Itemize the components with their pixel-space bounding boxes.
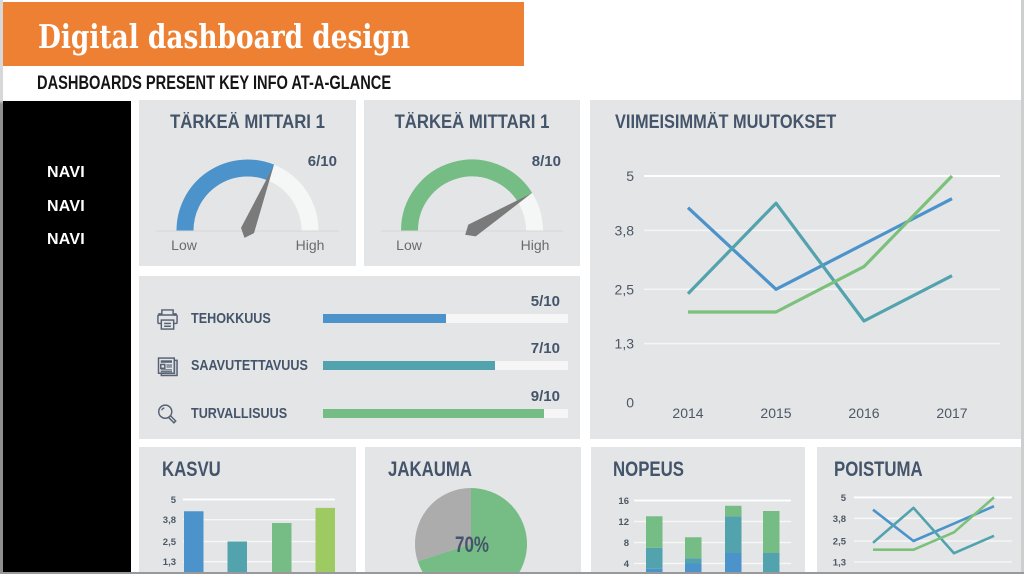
gauge-1-low-label: Low [171, 237, 197, 253]
svg-text:16: 16 [618, 496, 629, 507]
panel-bar-chart: KASVU 5 3,8 2,5 1,3 [139, 447, 356, 574]
gauge-1-title: TÄRKEÄ MITTARI 1 [170, 112, 325, 133]
progress-fill-1 [323, 314, 446, 323]
svg-text:1,3: 1,3 [163, 557, 176, 568]
newspaper-icon [154, 353, 181, 380]
svg-text:2016: 2016 [848, 405, 879, 421]
svg-text:3,8: 3,8 [163, 515, 176, 526]
pie-percentage-label: 70% [455, 532, 489, 557]
sidebar: NAVI NAVI NAVI [2, 101, 131, 572]
gauge-1-high-label: High [295, 237, 325, 253]
panel-kpi-progress: TEHOKKUUS 5/10 SAAVUTETTAVUUS 7/10 [139, 276, 580, 439]
svg-text:2,5: 2,5 [833, 536, 847, 547]
mini-line-chart: 5 3,8 2,5 1,3 [833, 493, 1012, 568]
svg-text:2,5: 2,5 [163, 537, 177, 548]
page-subtitle: DASHBOARDS PRESENT KEY INFO AT-A-GLANCE [37, 73, 392, 94]
progress-label-2: SAAVUTETTAVUUS [191, 357, 308, 374]
progress-fill-2 [323, 361, 495, 370]
window-edge-left [0, 0, 3, 574]
progress-track-3 [323, 409, 568, 418]
svg-text:0: 0 [626, 395, 634, 411]
panel-gauge-1: TÄRKEÄ MITTARI 1 6/10 Low High [139, 100, 356, 266]
window-edge-bottom [0, 572, 1024, 574]
svg-text:2,5: 2,5 [615, 281, 635, 297]
progress-track-2 [323, 361, 568, 370]
gauge-2-high-label: High [520, 237, 550, 253]
progress-score-3: 9/10 [530, 388, 560, 405]
progress-label-1: TEHOKKUUS [191, 310, 271, 327]
window-edge-right [1021, 0, 1024, 574]
svg-text:1,3: 1,3 [615, 336, 635, 352]
panel-line-chart: VIIMEISIMMÄT MUUTOKSET 5 3,8 2,5 1,3 0 2014 20… [590, 100, 1021, 439]
panel-mini-line-chart: POISTUMA 5 3,8 2,5 1,3 [817, 447, 1021, 574]
sidebar-item-navi-1[interactable]: NAVI [47, 164, 85, 181]
svg-text:3,8: 3,8 [833, 514, 846, 525]
mini-line-title: POISTUMA [834, 458, 923, 481]
pie-chart [415, 488, 527, 574]
line-chart: 5 3,8 2,5 1,3 0 2014 2015 2016 2017 [615, 168, 1000, 421]
panel-gauge-2: TÄRKEÄ MITTARI 1 8/10 Low High [364, 100, 580, 266]
progress-fill-3 [323, 409, 544, 418]
progress-score-1: 5/10 [530, 293, 560, 310]
progress-label-3: TURVALLISUUS [191, 405, 288, 422]
stacked-bar-chart: 16 12 8 4 [618, 496, 791, 574]
printer-icon [154, 306, 181, 333]
svg-text:1,3: 1,3 [833, 557, 846, 568]
progress-score-2: 7/10 [530, 340, 560, 357]
gauge-2-chart [381, 159, 563, 237]
svg-text:8: 8 [624, 538, 629, 549]
svg-text:3,8: 3,8 [615, 222, 635, 238]
header-banner: Digital dashboard design [3, 2, 524, 66]
gauge-2-low-label: Low [396, 237, 422, 253]
svg-text:5: 5 [841, 493, 847, 504]
svg-text:12: 12 [618, 517, 629, 528]
progress-track-1 [323, 314, 568, 323]
line-chart-title: VIIMEISIMMÄT MUUTOKSET [615, 112, 837, 133]
page-title: Digital dashboard design [38, 17, 411, 56]
bar-chart-title: KASVU [162, 458, 221, 481]
pie-chart-title: JAKAUMA [388, 458, 472, 481]
gauge-2-score: 8/10 [531, 153, 561, 170]
stacked-bar-title: NOPEUS [613, 458, 684, 481]
bar-chart: 5 3,8 2,5 1,3 [163, 495, 335, 574]
magnifier-icon [154, 401, 181, 428]
sidebar-item-navi-3[interactable]: NAVI [47, 231, 85, 248]
svg-text:5: 5 [626, 168, 634, 184]
gauge-1-score: 6/10 [307, 153, 337, 170]
gauge-2-title: TÄRKEÄ MITTARI 1 [394, 112, 550, 133]
svg-text:2014: 2014 [672, 405, 703, 421]
gauge-1-chart [156, 159, 339, 238]
panel-pie-chart: JAKAUMA 70% [365, 447, 581, 574]
svg-text:2015: 2015 [760, 405, 791, 421]
svg-text:4: 4 [624, 559, 630, 570]
sidebar-item-navi-2[interactable]: NAVI [47, 198, 85, 215]
svg-text:2017: 2017 [936, 405, 967, 421]
svg-text:5: 5 [171, 495, 177, 506]
panel-stacked-bar-chart: NOPEUS 16 12 8 4 [591, 447, 805, 574]
